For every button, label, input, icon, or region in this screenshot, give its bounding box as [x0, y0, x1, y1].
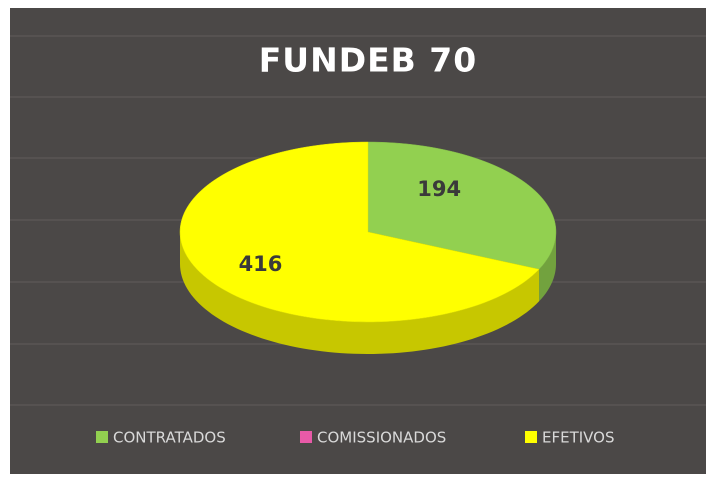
legend-swatch: [96, 431, 108, 443]
legend-label: CONTRATADOS: [113, 429, 226, 447]
slice: [367, 141, 557, 270]
slice-side: [180, 232, 540, 354]
slice-side: [539, 232, 556, 302]
legend-label: EFETIVOS: [542, 429, 615, 447]
slice: [179, 141, 540, 323]
data-label: 416: [239, 252, 283, 276]
legend-label: COMISSIONADOS: [317, 429, 446, 447]
data-label: 194: [417, 177, 461, 201]
legend-swatch: [525, 431, 537, 443]
legend-swatch: [300, 431, 312, 443]
chart-title: FUNDEB 70: [259, 41, 477, 80]
